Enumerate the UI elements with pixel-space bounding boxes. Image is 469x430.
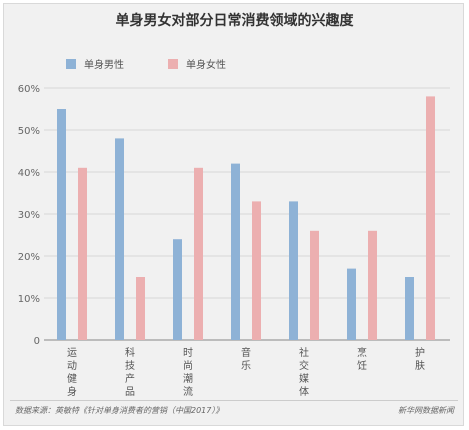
x-tick-label-char: 健 <box>67 373 77 385</box>
x-tick-label-char: 交 <box>299 359 309 372</box>
bar-female <box>78 167 87 340</box>
x-tick-label-char: 运 <box>67 347 77 359</box>
y-tick-label: 0 <box>34 336 40 347</box>
x-tick-label-char: 烹 <box>357 346 367 359</box>
legend-swatch-female <box>168 58 178 69</box>
x-tick-label-char: 体 <box>299 386 309 398</box>
data-source: 数据来源：英敏特《针对单身消费者的营销（中国2017）》 <box>15 406 224 415</box>
x-tick-label-char: 时 <box>183 347 193 359</box>
x-tick-label-char: 技 <box>125 359 135 372</box>
bar-female <box>136 277 145 340</box>
legend: 单身男性 单身女性 <box>66 56 270 71</box>
legend-label-female: 单身女性 <box>186 60 226 71</box>
bar-male <box>57 109 66 340</box>
x-tick-label-char: 社 <box>299 346 309 359</box>
bar-male <box>115 138 124 340</box>
x-tick-label-char: 媒 <box>299 373 309 385</box>
x-tick-label-char: 品 <box>125 386 135 398</box>
y-tick-label: 20% <box>18 252 40 263</box>
y-tick-label: 60% <box>18 84 40 95</box>
legend-item-male: 单身男性 <box>66 56 124 71</box>
x-tick-label-char: 流 <box>183 385 193 398</box>
legend-swatch-male <box>66 58 76 69</box>
bar-female <box>426 96 435 341</box>
x-tick-label-char: 身 <box>67 385 77 398</box>
bar-male <box>289 201 298 340</box>
x-tick-label-char: 动 <box>67 360 77 372</box>
bar-female <box>310 230 319 340</box>
bar-male <box>347 268 356 340</box>
bar-female <box>194 167 203 340</box>
footer-divider <box>10 400 458 401</box>
x-tick-label-char: 音 <box>241 346 251 359</box>
x-tick-label-char: 乐 <box>241 360 251 372</box>
x-tick-label-char: 尚 <box>183 359 193 372</box>
bar-female <box>368 230 377 340</box>
chart-title: 单身男女对部分日常消费领域的兴趣度 <box>115 13 354 29</box>
y-tick-label: 50% <box>18 126 40 137</box>
x-tick-label-char: 科 <box>125 346 135 359</box>
x-tick-label-char: 潮 <box>183 372 193 385</box>
y-tick-label: 30% <box>18 210 40 221</box>
bar-female <box>252 201 261 340</box>
x-tick-label-char: 产 <box>125 372 135 385</box>
bar-male <box>173 239 182 340</box>
bar-male <box>405 277 414 340</box>
bar-male <box>231 163 240 340</box>
legend-label-male: 单身男性 <box>84 60 124 71</box>
legend-item-female: 单身女性 <box>168 56 226 71</box>
y-tick-label: 40% <box>18 168 40 179</box>
credit-label: 新华网数据新闻 <box>398 406 454 415</box>
x-tick-label-char: 饪 <box>357 360 367 372</box>
y-tick-label: 10% <box>18 294 40 305</box>
x-tick-label-char: 护 <box>415 346 425 359</box>
x-tick-label-char: 肤 <box>415 359 425 372</box>
